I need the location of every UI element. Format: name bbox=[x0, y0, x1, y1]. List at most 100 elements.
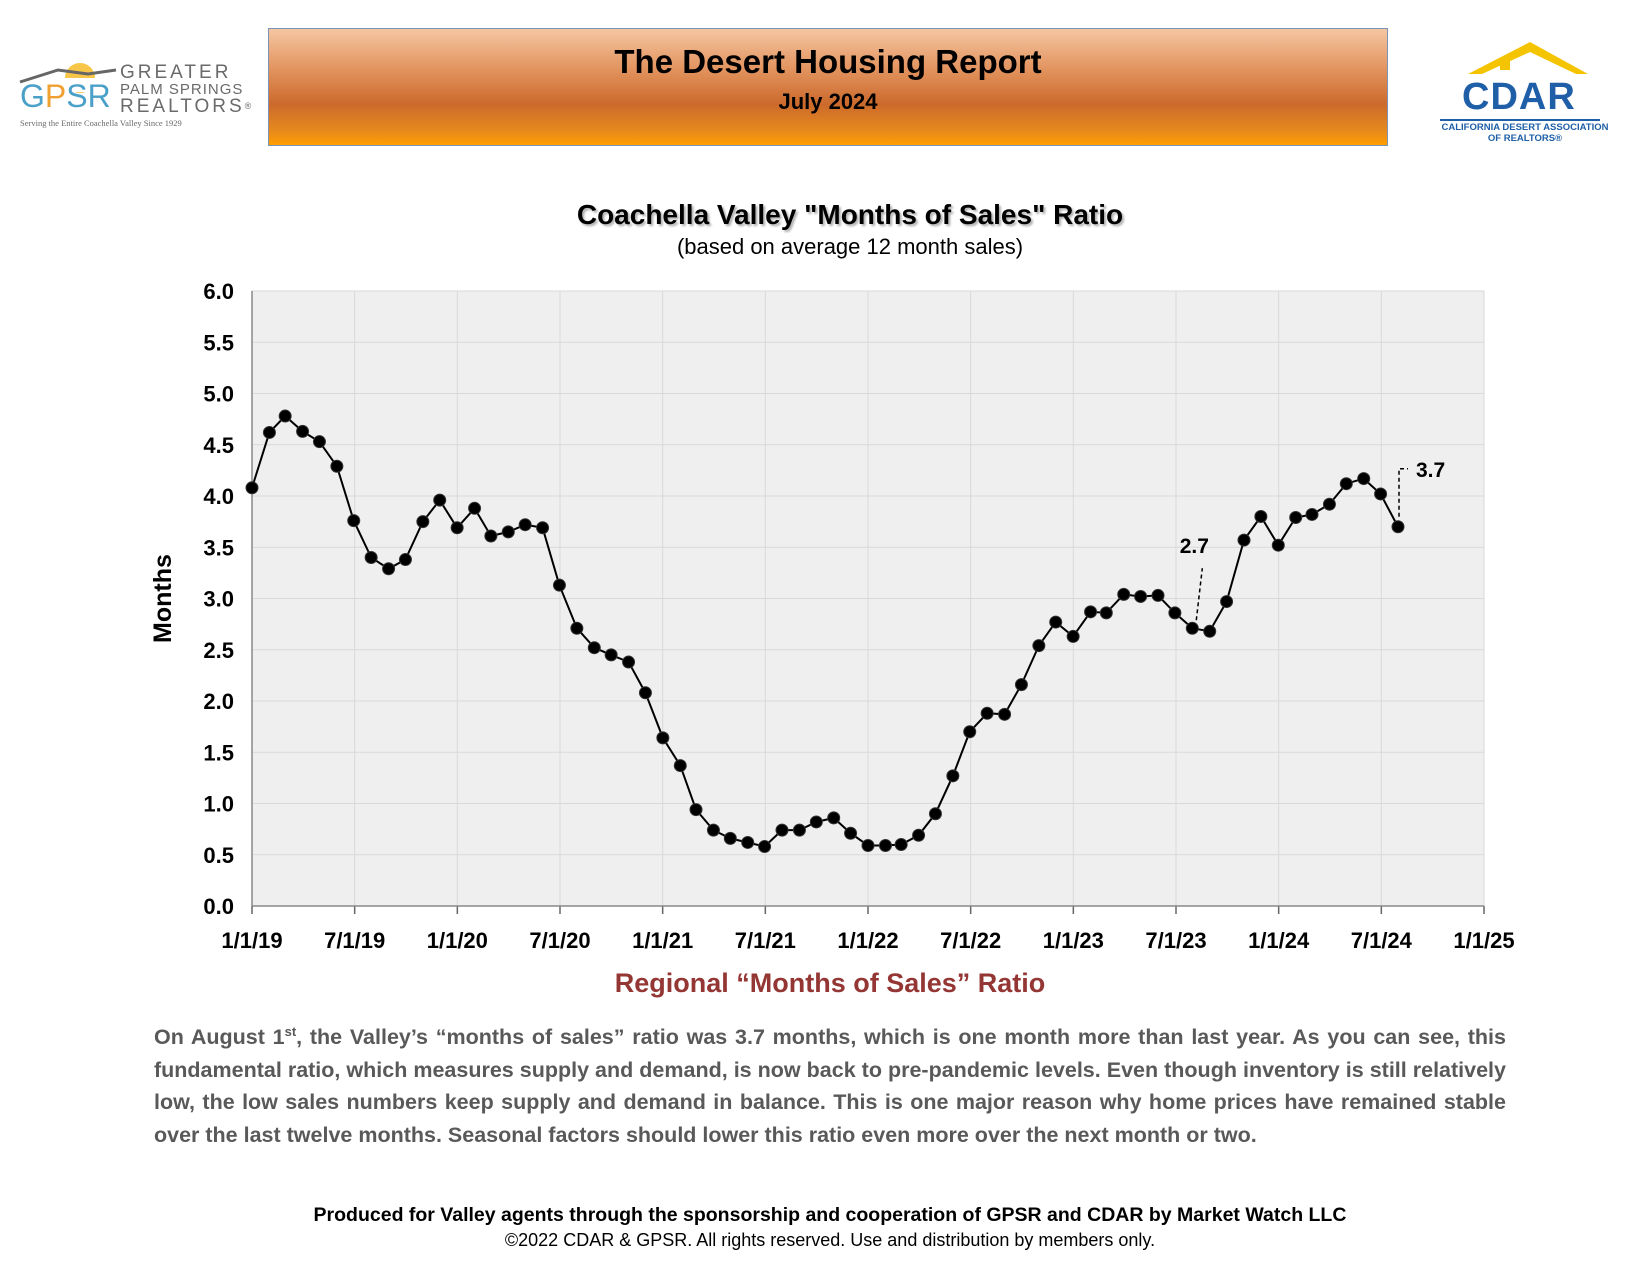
x-tick-label: 1/1/24 bbox=[1248, 928, 1310, 953]
data-point bbox=[450, 521, 464, 535]
annotation-label: 3.7 bbox=[1416, 459, 1445, 482]
data-point bbox=[1254, 510, 1268, 523]
data-point bbox=[861, 839, 875, 853]
cdar-underline bbox=[1440, 119, 1600, 121]
data-point bbox=[1032, 639, 1046, 653]
data-point bbox=[552, 578, 566, 592]
data-point bbox=[296, 424, 310, 438]
data-point bbox=[1305, 507, 1319, 521]
x-tick-label: 1/1/20 bbox=[427, 928, 488, 953]
y-tick-label: 4.0 bbox=[203, 484, 234, 509]
section-heading: Regional “Months of Sales” Ratio bbox=[614, 968, 1046, 998]
x-tick-label: 1/1/23 bbox=[1043, 928, 1104, 953]
data-point bbox=[758, 840, 772, 854]
data-point bbox=[878, 839, 892, 853]
data-point bbox=[1322, 497, 1336, 511]
y-tick-label: 6.0 bbox=[203, 279, 234, 304]
data-point bbox=[1271, 538, 1285, 552]
data-point bbox=[278, 409, 292, 423]
data-point bbox=[1220, 595, 1234, 609]
data-point bbox=[570, 621, 584, 635]
x-tick-label: 7/1/20 bbox=[529, 928, 590, 953]
data-point bbox=[1151, 588, 1165, 602]
x-tick-label: 7/1/22 bbox=[940, 928, 1001, 953]
sponsorship-line: Produced for Valley agents through the s… bbox=[313, 1204, 1347, 1226]
x-tick-label: 1/1/25 bbox=[1453, 928, 1514, 953]
data-point bbox=[689, 803, 703, 817]
data-point bbox=[484, 529, 498, 543]
data-point bbox=[723, 831, 737, 845]
y-tick-label: 3.5 bbox=[203, 535, 234, 560]
data-point bbox=[604, 648, 618, 662]
data-point bbox=[998, 707, 1012, 721]
data-point bbox=[809, 815, 823, 829]
x-tick-label: 7/1/19 bbox=[324, 928, 385, 953]
data-point bbox=[792, 823, 806, 837]
body-paragraph: On August 1st, the Valley’s “months of s… bbox=[154, 1023, 1506, 1147]
data-point bbox=[775, 823, 789, 837]
data-point bbox=[501, 525, 515, 539]
data-point bbox=[673, 759, 687, 773]
data-point bbox=[844, 826, 858, 840]
house-roof-icon bbox=[1468, 42, 1588, 74]
data-point bbox=[980, 706, 994, 720]
gpsr-name: GREATER PALM SPRINGS REALTORS® bbox=[120, 62, 255, 117]
data-point bbox=[1391, 520, 1405, 534]
data-point bbox=[1237, 533, 1251, 547]
y-tick-label: 2.0 bbox=[203, 689, 234, 714]
x-tick-label: 1/1/21 bbox=[632, 928, 693, 953]
data-point bbox=[1134, 589, 1148, 603]
data-point bbox=[398, 553, 412, 567]
data-point bbox=[468, 501, 482, 515]
y-tick-label: 5.0 bbox=[203, 382, 234, 407]
data-point bbox=[1117, 587, 1131, 601]
data-point bbox=[706, 823, 720, 837]
data-point bbox=[912, 828, 926, 842]
cdar-name: CDAR bbox=[1462, 76, 1576, 118]
y-tick-label: 0.5 bbox=[203, 843, 234, 868]
data-point bbox=[1289, 511, 1303, 525]
x-tick-label: 7/1/24 bbox=[1351, 928, 1413, 953]
y-tick-label: 1.5 bbox=[203, 740, 234, 765]
data-point bbox=[312, 435, 326, 449]
chart-subtitle: (based on average 12 month sales) bbox=[676, 234, 1024, 259]
data-point bbox=[1099, 606, 1113, 620]
data-point bbox=[656, 731, 670, 745]
x-tick-label: 7/1/21 bbox=[735, 928, 796, 953]
data-point bbox=[364, 551, 378, 564]
data-point bbox=[382, 562, 396, 576]
gpsr-tagline: Serving the Entire Coachella Valley Sinc… bbox=[20, 118, 182, 128]
cdar-fullname: CALIFORNIA DESERT ASSOCIATION OF REALTOR… bbox=[1441, 122, 1609, 144]
chart-title: Coachella Valley "Months of Sales" Ratio bbox=[576, 199, 1124, 230]
data-point bbox=[245, 481, 259, 495]
data-point bbox=[536, 521, 550, 535]
data-point bbox=[946, 769, 960, 783]
data-point bbox=[330, 459, 344, 473]
data-point bbox=[894, 838, 908, 851]
x-tick-label: 7/1/23 bbox=[1145, 928, 1206, 953]
y-tick-label: 1.0 bbox=[203, 792, 234, 817]
months-of-sales-chart: 0.0 0.5 1.0 1.5 2.0 2.5 3.0 3.5 4.0 4.5 5.0 5.5 6.0 1… bbox=[149, 279, 1515, 953]
data-point bbox=[433, 493, 447, 507]
data-point bbox=[963, 725, 977, 739]
report-banner: The Desert Housing Report July 2024 bbox=[268, 28, 1388, 146]
data-point bbox=[1066, 629, 1080, 643]
data-point bbox=[1357, 472, 1371, 486]
annotation-leader bbox=[1195, 568, 1204, 621]
report-date: July 2024 bbox=[778, 89, 878, 114]
annotation-label: 2.7 bbox=[1180, 535, 1209, 558]
data-point bbox=[347, 514, 361, 528]
annotation-leader bbox=[1398, 468, 1409, 517]
data-point bbox=[928, 807, 942, 821]
cdar-logo: CDAR CALIFORNIA DESERT ASSOCIATION OF RE… bbox=[1420, 40, 1620, 150]
gpsr-logo: GPSR GREATER PALM SPRINGS REALTORS® Serv… bbox=[14, 50, 254, 130]
gpsr-letters: GPSR bbox=[20, 78, 111, 114]
data-point bbox=[622, 655, 636, 669]
y-axis-label: Months bbox=[149, 554, 177, 643]
y-tick-label: 0.0 bbox=[203, 894, 234, 919]
report-title: The Desert Housing Report bbox=[614, 43, 1042, 80]
data-point bbox=[827, 811, 841, 825]
x-tick-label: 1/1/22 bbox=[837, 928, 898, 953]
data-point bbox=[1168, 606, 1182, 620]
data-point bbox=[1084, 605, 1098, 619]
